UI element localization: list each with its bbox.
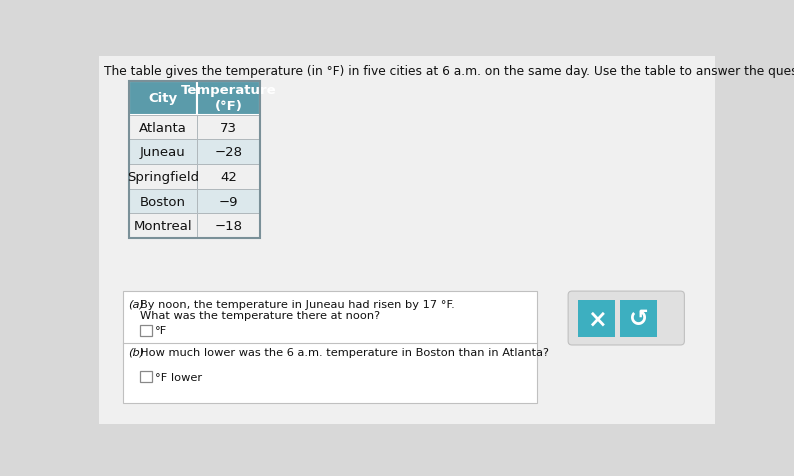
- Bar: [140, 325, 152, 336]
- Bar: [129, 140, 197, 165]
- Bar: [129, 214, 197, 238]
- Text: (a): (a): [128, 299, 144, 309]
- Bar: [129, 189, 197, 214]
- Bar: [197, 140, 260, 165]
- Text: −9: −9: [219, 195, 238, 208]
- Text: Juneau: Juneau: [140, 146, 186, 159]
- Text: Springfield: Springfield: [127, 170, 198, 183]
- Text: ×: ×: [587, 307, 607, 330]
- Bar: [197, 116, 260, 140]
- Bar: [122, 291, 537, 403]
- Text: Temperature
(°F): Temperature (°F): [181, 84, 276, 113]
- Bar: [197, 189, 260, 214]
- Bar: [129, 82, 260, 238]
- Text: What was the temperature there at noon?: What was the temperature there at noon?: [140, 310, 380, 320]
- Bar: [129, 165, 197, 189]
- Bar: [129, 116, 197, 140]
- Text: −28: −28: [214, 146, 243, 159]
- Text: Boston: Boston: [140, 195, 186, 208]
- FancyBboxPatch shape: [569, 291, 684, 345]
- Text: −18: −18: [214, 220, 243, 233]
- Bar: [197, 165, 260, 189]
- Bar: [140, 371, 152, 382]
- Text: Atlanta: Atlanta: [139, 121, 187, 134]
- Text: (b): (b): [128, 347, 145, 357]
- Text: °F lower: °F lower: [155, 372, 202, 382]
- Text: 42: 42: [220, 170, 237, 183]
- Bar: [197, 214, 260, 238]
- Text: By noon, the temperature in Juneau had risen by 17 °F.: By noon, the temperature in Juneau had r…: [140, 299, 454, 309]
- Bar: [578, 300, 615, 337]
- Text: 73: 73: [220, 121, 237, 134]
- Text: Montreal: Montreal: [133, 220, 192, 233]
- Bar: [620, 300, 657, 337]
- Text: ↺: ↺: [629, 307, 649, 330]
- Bar: [197, 82, 260, 116]
- Bar: [129, 82, 197, 116]
- Text: How much lower was the 6 a.m. temperature in Boston than in Atlanta?: How much lower was the 6 a.m. temperatur…: [140, 347, 549, 357]
- Text: City: City: [148, 92, 177, 105]
- Text: °F: °F: [155, 326, 168, 336]
- Text: The table gives the temperature (in °F) in five cities at 6 a.m. on the same day: The table gives the temperature (in °F) …: [104, 65, 794, 78]
